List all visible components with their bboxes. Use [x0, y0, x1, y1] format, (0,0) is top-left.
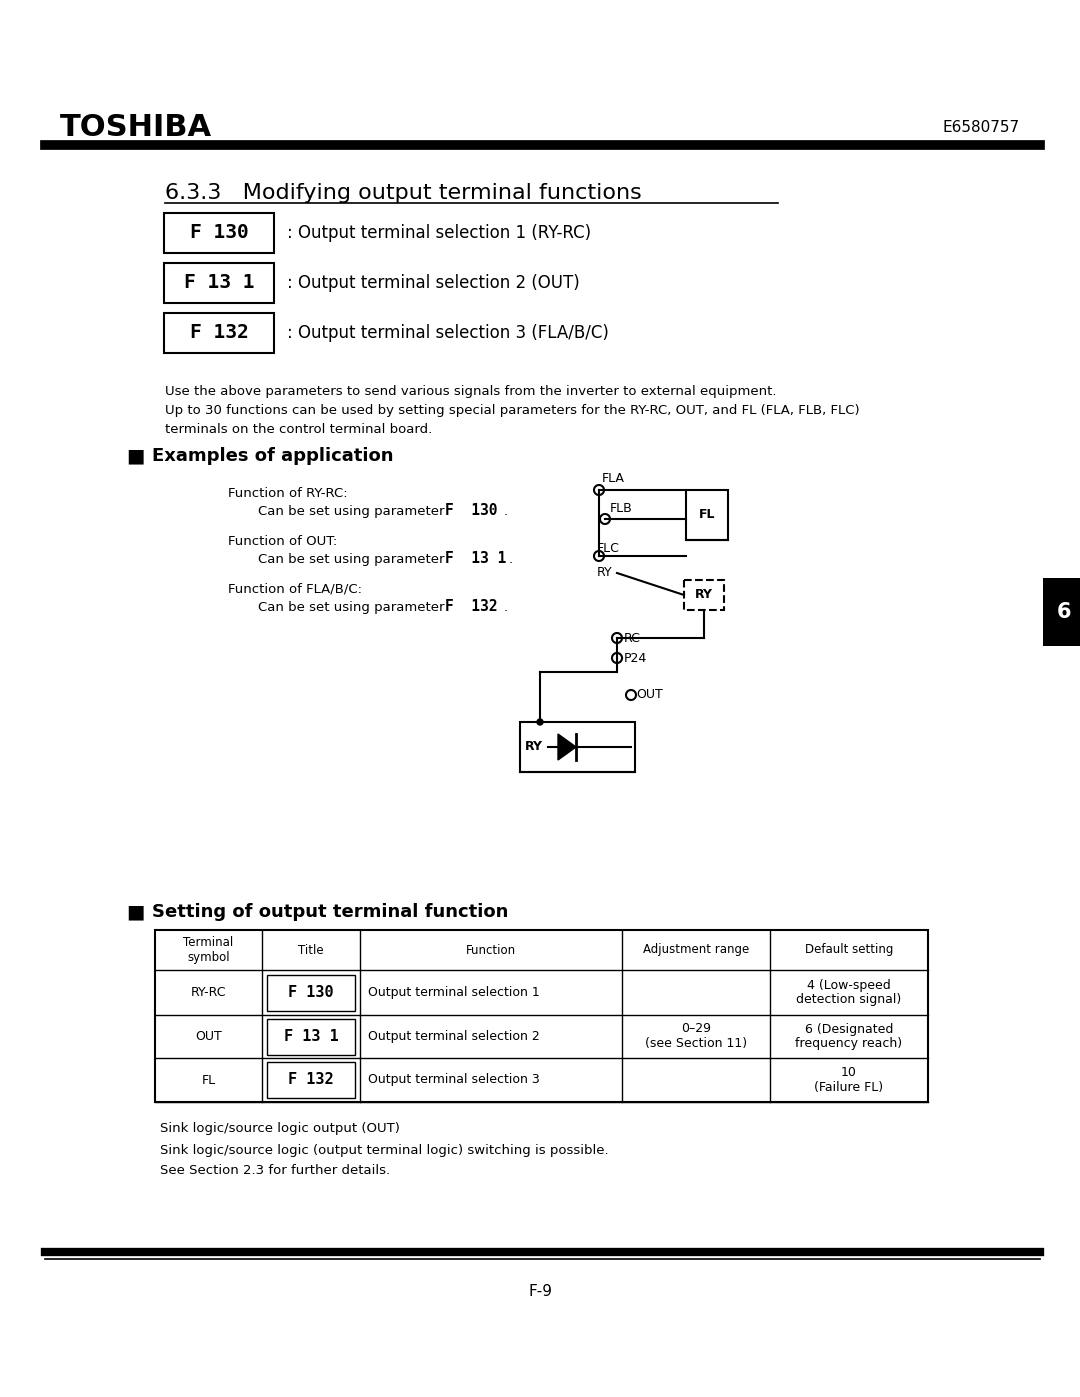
Text: Setting of output terminal function: Setting of output terminal function [152, 902, 509, 921]
Text: F 130: F 130 [190, 224, 248, 243]
Text: F  13 1: F 13 1 [445, 550, 507, 566]
FancyBboxPatch shape [164, 313, 274, 353]
Text: FLC: FLC [597, 542, 620, 555]
Text: Terminal
symbol: Terminal symbol [184, 936, 233, 964]
Text: Output terminal selection 1: Output terminal selection 1 [368, 986, 540, 999]
Text: Can be set using parameter: Can be set using parameter [258, 553, 449, 566]
Text: .: . [509, 553, 513, 566]
Text: ■: ■ [126, 447, 145, 465]
Text: Examples of application: Examples of application [152, 447, 393, 465]
Text: F  132: F 132 [445, 599, 498, 615]
Text: 10
(Failure FL): 10 (Failure FL) [814, 1066, 883, 1094]
Text: Function: Function [465, 943, 516, 957]
Text: .: . [504, 601, 508, 615]
Text: Default setting: Default setting [805, 943, 893, 957]
Text: 6: 6 [1056, 602, 1071, 622]
FancyBboxPatch shape [164, 212, 274, 253]
FancyBboxPatch shape [267, 975, 355, 1010]
Text: Function of RY-RC:: Function of RY-RC: [228, 488, 348, 500]
Text: Output terminal selection 2: Output terminal selection 2 [368, 1030, 540, 1044]
Text: : Output terminal selection 1 (RY-RC): : Output terminal selection 1 (RY-RC) [287, 224, 591, 242]
Text: RY: RY [597, 567, 612, 580]
Text: 4 (Low-speed
detection signal): 4 (Low-speed detection signal) [796, 978, 902, 1006]
Text: RY: RY [525, 740, 543, 753]
Text: 6.3.3   Modifying output terminal functions: 6.3.3 Modifying output terminal function… [165, 183, 642, 203]
Text: RY: RY [696, 588, 713, 602]
Text: OUT: OUT [636, 689, 663, 701]
FancyBboxPatch shape [267, 1062, 355, 1098]
Bar [686, 490, 728, 541]
Text: 0–29
(see Section 11): 0–29 (see Section 11) [645, 1023, 747, 1051]
Text: F-9: F-9 [528, 1284, 552, 1299]
Text: E6580757: E6580757 [943, 120, 1020, 136]
Text: ■: ■ [126, 902, 145, 922]
Text: RC: RC [624, 631, 640, 644]
Text: F 132: F 132 [190, 324, 248, 342]
Text: FLA: FLA [602, 472, 625, 485]
Text: Sink logic/source logic (output terminal logic) switching is possible.: Sink logic/source logic (output terminal… [160, 1144, 609, 1157]
Text: FLB: FLB [610, 502, 633, 514]
Text: F 130: F 130 [288, 985, 334, 1000]
Text: Function of OUT:: Function of OUT: [228, 535, 337, 548]
Text: P24: P24 [624, 651, 647, 665]
Text: F 13 1: F 13 1 [284, 1030, 338, 1044]
Bar [1043, 578, 1080, 645]
Text: .: . [504, 504, 508, 518]
Text: TOSHIBA: TOSHIBA [60, 113, 212, 142]
Text: FL: FL [699, 509, 715, 521]
Text: Can be set using parameter: Can be set using parameter [258, 601, 449, 615]
FancyBboxPatch shape [267, 1018, 355, 1055]
Text: Output terminal selection 3: Output terminal selection 3 [368, 1073, 540, 1087]
Text: Function of FLA/B/C:: Function of FLA/B/C: [228, 583, 362, 597]
Text: F  130: F 130 [445, 503, 498, 518]
Text: OUT: OUT [195, 1030, 221, 1044]
Text: terminals on the control terminal board.: terminals on the control terminal board. [165, 423, 432, 436]
Text: Adjustment range: Adjustment range [643, 943, 750, 957]
Text: F 132: F 132 [288, 1073, 334, 1087]
Bar [684, 580, 724, 610]
Text: Use the above parameters to send various signals from the inverter to external e: Use the above parameters to send various… [165, 386, 777, 398]
Text: Sink logic/source logic output (OUT): Sink logic/source logic output (OUT) [160, 1122, 400, 1134]
Text: RY-RC: RY-RC [191, 986, 226, 999]
Bar [156, 930, 928, 1102]
Text: F 13 1: F 13 1 [184, 274, 254, 292]
Text: Up to 30 functions can be used by setting special parameters for the RY-RC, OUT,: Up to 30 functions can be used by settin… [165, 404, 860, 416]
Text: : Output terminal selection 2 (OUT): : Output terminal selection 2 (OUT) [287, 274, 580, 292]
Text: FL: FL [202, 1073, 216, 1087]
Text: See Section 2.3 for further details.: See Section 2.3 for further details. [160, 1164, 390, 1178]
Text: Title: Title [298, 943, 324, 957]
Text: Can be set using parameter: Can be set using parameter [258, 504, 449, 518]
FancyBboxPatch shape [164, 263, 274, 303]
Text: 6 (Designated
frequency reach): 6 (Designated frequency reach) [796, 1023, 903, 1051]
Polygon shape [537, 719, 543, 725]
Polygon shape [558, 733, 576, 760]
Text: : Output terminal selection 3 (FLA/B/C): : Output terminal selection 3 (FLA/B/C) [287, 324, 609, 342]
Bar [519, 722, 635, 773]
